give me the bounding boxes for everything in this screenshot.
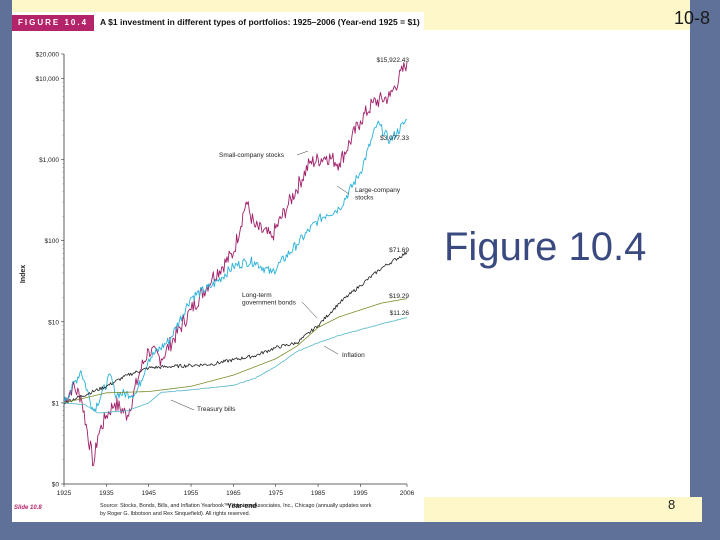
annotation-leader — [301, 301, 318, 319]
figure-header: FIGURE 10.4 A $1 investment in different… — [12, 12, 424, 34]
series-line-0 — [63, 61, 408, 467]
x-axis-label: Year-end — [227, 503, 257, 510]
annotation-leader — [170, 399, 195, 411]
x-tick-label: 1955 — [184, 490, 199, 497]
x-tick-label: 1925 — [57, 490, 72, 497]
annotation-label: Small-company stocks — [219, 152, 285, 159]
y-tick-label: $1 — [52, 400, 60, 407]
slide-label: Slide 10.8 — [14, 505, 42, 511]
end-value-label: $11.26 — [390, 310, 410, 317]
source-line-2: by Roger G. Ibbotson and Rex Sinquefield… — [100, 510, 251, 517]
x-tick-label: 2006 — [400, 490, 415, 497]
annotation-label: Treasury bills — [197, 406, 236, 413]
y-tick-label: $10,000 — [36, 76, 60, 83]
annotation-leader — [323, 345, 339, 355]
footer-strip — [424, 497, 702, 522]
y-tick-label: $100 — [45, 238, 60, 245]
y-tick-label: $0 — [52, 482, 60, 489]
y-tick-label: $10 — [48, 319, 59, 326]
figure-image: FIGURE 10.4 A $1 investment in different… — [12, 12, 424, 522]
x-tick-label: 1945 — [141, 490, 156, 497]
x-tick-label: 1975 — [268, 490, 283, 497]
left-band — [0, 0, 12, 540]
source-note: Source: Stocks, Bonds, Bills, and Inflat… — [100, 503, 420, 518]
page-number: 8 — [668, 497, 676, 512]
end-value-label: $15,922.43 — [376, 57, 409, 64]
annotation-label: Inflation — [342, 352, 365, 359]
slide-title: Figure 10.4 — [444, 225, 647, 269]
y-axis-label: Index — [20, 265, 27, 283]
x-tick-label: 1995 — [353, 490, 368, 497]
slide-number: 10-8 — [673, 8, 710, 28]
series-line-1 — [63, 119, 408, 412]
end-value-label: $71.69 — [389, 247, 409, 254]
chart: $0 $1 $10 $100 $1,000 $10,000 $20,000 1925 1935 1… — [20, 52, 415, 511]
figure-caption: A $1 investment in different types of po… — [100, 17, 420, 27]
end-value-label: $19.29 — [389, 293, 409, 300]
bottom-band — [0, 522, 720, 540]
series-line-3 — [63, 298, 408, 404]
right-band — [690, 0, 720, 540]
y-tick-label: $20,000 — [36, 52, 60, 59]
source-line-1: Source: Stocks, Bonds, Bills, and Inflat… — [100, 503, 372, 509]
x-tick-label: 1935 — [99, 490, 114, 497]
series-line-4 — [63, 317, 408, 414]
y-tick-label: $1,000 — [39, 157, 59, 164]
annotation-label: Large-company stocks — [355, 187, 401, 202]
annotation-leader — [336, 185, 350, 195]
annotation-label: Long-term government bonds — [242, 292, 297, 307]
end-value-label: $3,077.33 — [380, 135, 409, 142]
annotation-leader — [296, 150, 309, 156]
x-tick-label: 1965 — [226, 490, 241, 497]
figure-badge: FIGURE 10.4 — [12, 15, 94, 31]
x-tick-label: 1985 — [311, 490, 326, 497]
series-line-2 — [63, 251, 408, 405]
